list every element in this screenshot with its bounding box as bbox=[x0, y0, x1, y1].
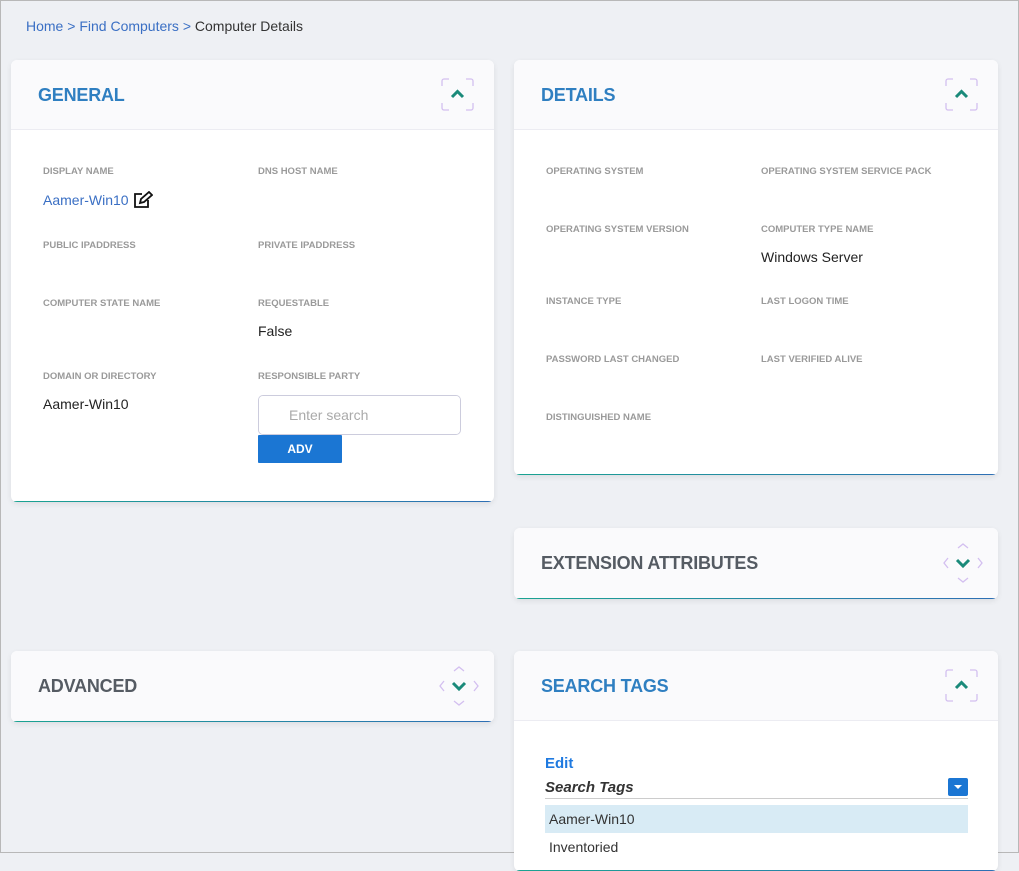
field-label: DNS Host Name bbox=[258, 166, 338, 177]
breadcrumb-sep: > bbox=[67, 18, 76, 34]
breadcrumb-sep: > bbox=[182, 18, 191, 34]
select-label: Search Tags bbox=[545, 778, 634, 796]
field-last-logon: Last Logon Time bbox=[761, 296, 966, 354]
search-tags-title: SEARCH TAGS bbox=[541, 676, 669, 696]
search-tags-header: SEARCH TAGS bbox=[514, 651, 998, 721]
expand-icon[interactable] bbox=[438, 665, 480, 707]
field-domain: Domain or Directory Aamer-Win10 bbox=[43, 371, 258, 463]
field-label: Operating System Version bbox=[546, 224, 689, 235]
field-password-changed: Password Last Changed bbox=[546, 354, 761, 412]
field-computer-state: Computer State Name bbox=[43, 298, 258, 371]
field-label: Private IPAddress bbox=[258, 240, 356, 251]
breadcrumb-find-computers[interactable]: Find Computers bbox=[79, 18, 179, 34]
field-label: Computer Type Name bbox=[761, 224, 874, 235]
search-tags-select[interactable]: Search Tags bbox=[545, 778, 968, 799]
collapse-icon[interactable] bbox=[945, 78, 978, 111]
field-label: Domain or Directory bbox=[43, 371, 157, 382]
adv-button[interactable]: ADV bbox=[258, 435, 342, 463]
responsible-party-input[interactable] bbox=[259, 396, 460, 434]
field-os-version: Operating System Version bbox=[546, 224, 761, 296]
dropdown-button[interactable] bbox=[948, 778, 968, 796]
responsible-party-search bbox=[258, 395, 461, 435]
field-value: Windows Server bbox=[761, 249, 863, 265]
field-display-name: Display Name Aamer-Win10 bbox=[43, 166, 258, 240]
tag-option[interactable]: Aamer-Win10 bbox=[545, 805, 968, 833]
field-distinguished-name: Distinguished Name bbox=[546, 412, 761, 424]
edit-tags-link[interactable]: Edit bbox=[545, 755, 574, 772]
field-private-ip: Private IPAddress bbox=[258, 240, 462, 298]
display-name-link[interactable]: Aamer-Win10 bbox=[43, 192, 129, 208]
breadcrumb: Home > Find Computers > Computer Details bbox=[26, 18, 303, 34]
field-requestable: Requestable False bbox=[258, 298, 462, 371]
field-value: False bbox=[258, 323, 293, 339]
field-label: Public IPAddress bbox=[43, 240, 136, 251]
caret-down-icon bbox=[954, 785, 962, 789]
field-label: Operating System bbox=[546, 166, 644, 177]
advanced-header[interactable]: ADVANCED bbox=[11, 651, 494, 721]
field-label: Last Logon Time bbox=[761, 296, 849, 307]
details-header: DETAILS bbox=[514, 60, 998, 130]
field-os-sp: Operating System Service Pack bbox=[761, 166, 966, 224]
field-label: Last Verified Alive bbox=[761, 354, 863, 365]
field-label: Operating System Service Pack bbox=[761, 166, 932, 177]
field-public-ip: Public IPAddress bbox=[43, 240, 258, 298]
field-instance-type: Instance Type bbox=[546, 296, 761, 354]
extension-header[interactable]: EXTENSION ATTRIBUTES bbox=[514, 528, 998, 598]
tag-option[interactable]: Inventoried bbox=[549, 839, 619, 855]
field-label: Instance Type bbox=[546, 296, 622, 307]
breadcrumb-current: Computer Details bbox=[194, 18, 304, 34]
field-value: Aamer-Win10 bbox=[43, 396, 129, 412]
breadcrumb-home[interactable]: Home bbox=[26, 18, 64, 34]
edit-icon[interactable] bbox=[133, 191, 153, 209]
collapse-icon[interactable] bbox=[441, 78, 474, 111]
field-label: Distinguished Name bbox=[546, 412, 652, 423]
field-label: Requestable bbox=[258, 298, 330, 309]
advanced-title: ADVANCED bbox=[38, 676, 138, 696]
search-tags-card: SEARCH TAGS Edit Search Tags Aamer-Win10… bbox=[514, 651, 998, 871]
details-card: DETAILS Operating System Operating Syste… bbox=[514, 60, 998, 475]
field-computer-type: Computer Type Name Windows Server bbox=[761, 224, 966, 296]
extension-title: EXTENSION ATTRIBUTES bbox=[541, 553, 759, 573]
extension-attributes-card: EXTENSION ATTRIBUTES bbox=[514, 528, 998, 599]
advanced-card: ADVANCED bbox=[11, 651, 494, 722]
general-title: GENERAL bbox=[38, 85, 125, 105]
general-header: GENERAL bbox=[11, 60, 494, 130]
field-label: Computer State Name bbox=[43, 298, 161, 309]
field-last-verified: Last Verified Alive bbox=[761, 354, 966, 412]
field-responsible-party: Responsible Party ADV bbox=[258, 371, 462, 463]
field-label: Password Last Changed bbox=[546, 354, 680, 365]
field-label: Responsible Party bbox=[258, 371, 361, 382]
expand-icon[interactable] bbox=[942, 542, 984, 584]
collapse-icon[interactable] bbox=[945, 669, 978, 702]
field-os: Operating System bbox=[546, 166, 761, 224]
field-dns-host-name: DNS Host Name bbox=[258, 166, 462, 240]
general-card: GENERAL Display Name Aamer-Win10 DNS Host… bbox=[11, 60, 494, 502]
field-label: Display Name bbox=[43, 166, 114, 177]
details-title: DETAILS bbox=[541, 85, 616, 105]
